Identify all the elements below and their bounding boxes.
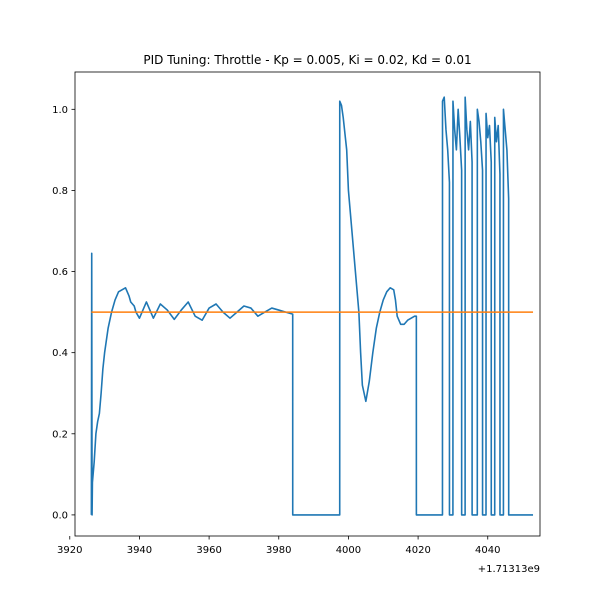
y-tick-label: 1.0	[52, 105, 68, 116]
x-offset-label: +1.71313e9	[478, 564, 540, 575]
series-layer	[90, 96, 534, 516]
x-axis: 3920 3940 3960 3980 4000 4020 4040	[57, 536, 500, 556]
x-tick-label: 4040	[475, 545, 500, 556]
y-tick-label: 0.0	[52, 510, 68, 521]
x-tick-label: 3940	[127, 545, 152, 556]
y-tick-label: 0.2	[52, 429, 68, 440]
chart-title: PID Tuning: Throttle - Kp = 0.005, Ki = …	[143, 53, 471, 67]
series-line-1	[90, 96, 534, 516]
x-tick-label: 4020	[405, 545, 430, 556]
y-tick-label: 0.8	[52, 186, 68, 197]
y-tick-label: 0.4	[52, 348, 68, 359]
plot-frame	[74, 71, 541, 537]
y-axis: 0.0 0.2 0.4 0.6 0.8 1.0	[52, 105, 75, 521]
x-tick-label: 4000	[336, 545, 361, 556]
y-tick-label: 0.6	[52, 267, 68, 278]
x-tick-label: 3980	[266, 545, 291, 556]
x-tick-label: 3920	[57, 545, 82, 556]
x-tick-label: 3960	[196, 545, 221, 556]
